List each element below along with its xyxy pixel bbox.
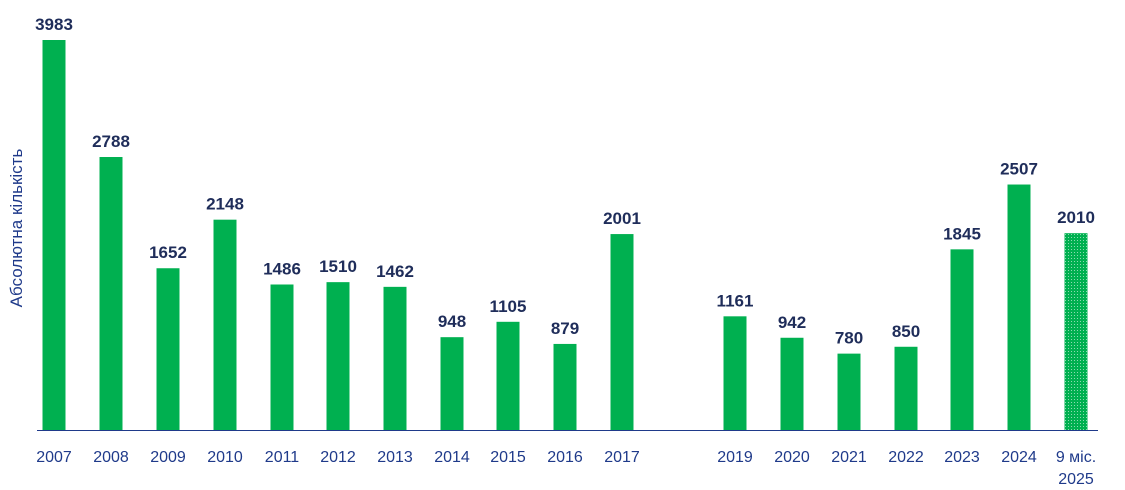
data-label: 1161 — [717, 291, 754, 310]
bar-2017 — [610, 234, 634, 430]
bar-2015 — [496, 321, 520, 430]
x-tick-label: 2015 — [490, 449, 526, 466]
bar-2012 — [326, 282, 350, 430]
bar-2019 — [723, 316, 747, 430]
x-tick-label: 2008 — [93, 449, 129, 466]
x-tick-label: 2020 — [774, 449, 810, 466]
x-tick-label: 2017 — [604, 449, 640, 466]
bar-2014 — [440, 337, 464, 430]
data-label: 2010 — [1057, 208, 1095, 227]
data-label: 948 — [438, 312, 466, 331]
bar-2016 — [553, 343, 577, 430]
x-tick-label: 2011 — [265, 449, 300, 466]
data-label: 879 — [551, 319, 579, 338]
data-label: 1462 — [376, 262, 414, 281]
data-label: 2507 — [1000, 160, 1038, 179]
data-label: 780 — [835, 329, 863, 348]
data-label: 3983 — [35, 15, 73, 34]
data-label: 2788 — [92, 132, 130, 151]
x-tick-label: 2007 — [36, 449, 72, 466]
bar-2020 — [780, 337, 804, 430]
x-tick-label: 2023 — [944, 449, 980, 466]
data-label: 1486 — [263, 259, 301, 278]
data-label: 1510 — [319, 257, 357, 276]
x-tick-label: 2024 — [1001, 449, 1037, 466]
bar-2011 — [270, 284, 294, 430]
bar-2009 — [156, 268, 180, 430]
data-label: 2001 — [603, 209, 641, 228]
bar-2007 — [42, 40, 66, 430]
x-tick-label: 2016 — [547, 449, 583, 466]
x-tick-label: 2019 — [717, 449, 753, 466]
x-tick-label: 2009 — [150, 449, 186, 466]
data-label: 2148 — [206, 195, 244, 214]
x-tick-label: 2014 — [434, 449, 470, 466]
bar-2010 — [213, 219, 237, 430]
data-label: 1652 — [149, 243, 187, 262]
bar-2008 — [99, 157, 123, 430]
bar-2022 — [894, 346, 918, 430]
x-tick-label: 2021 — [831, 449, 867, 466]
x-tick-label: 2013 — [377, 449, 413, 466]
bar-2024 — [1007, 184, 1031, 430]
data-label: 1845 — [943, 224, 981, 243]
x-tick-label: 2012 — [320, 449, 356, 466]
bar-9-міс-2025 — [1064, 233, 1088, 430]
data-label: 850 — [892, 322, 920, 341]
bar-2013 — [383, 286, 407, 430]
y-axis-label: Абсолютна кількість — [7, 149, 26, 308]
bar-2021 — [837, 353, 861, 430]
x-tick-label: 2010 — [207, 449, 243, 466]
x-tick-label: 9 міс. 2025 — [1056, 449, 1096, 488]
data-label: 1105 — [490, 297, 527, 316]
bar-2023 — [950, 249, 974, 430]
data-label: 942 — [778, 313, 806, 332]
x-tick-label: 2022 — [888, 449, 924, 466]
